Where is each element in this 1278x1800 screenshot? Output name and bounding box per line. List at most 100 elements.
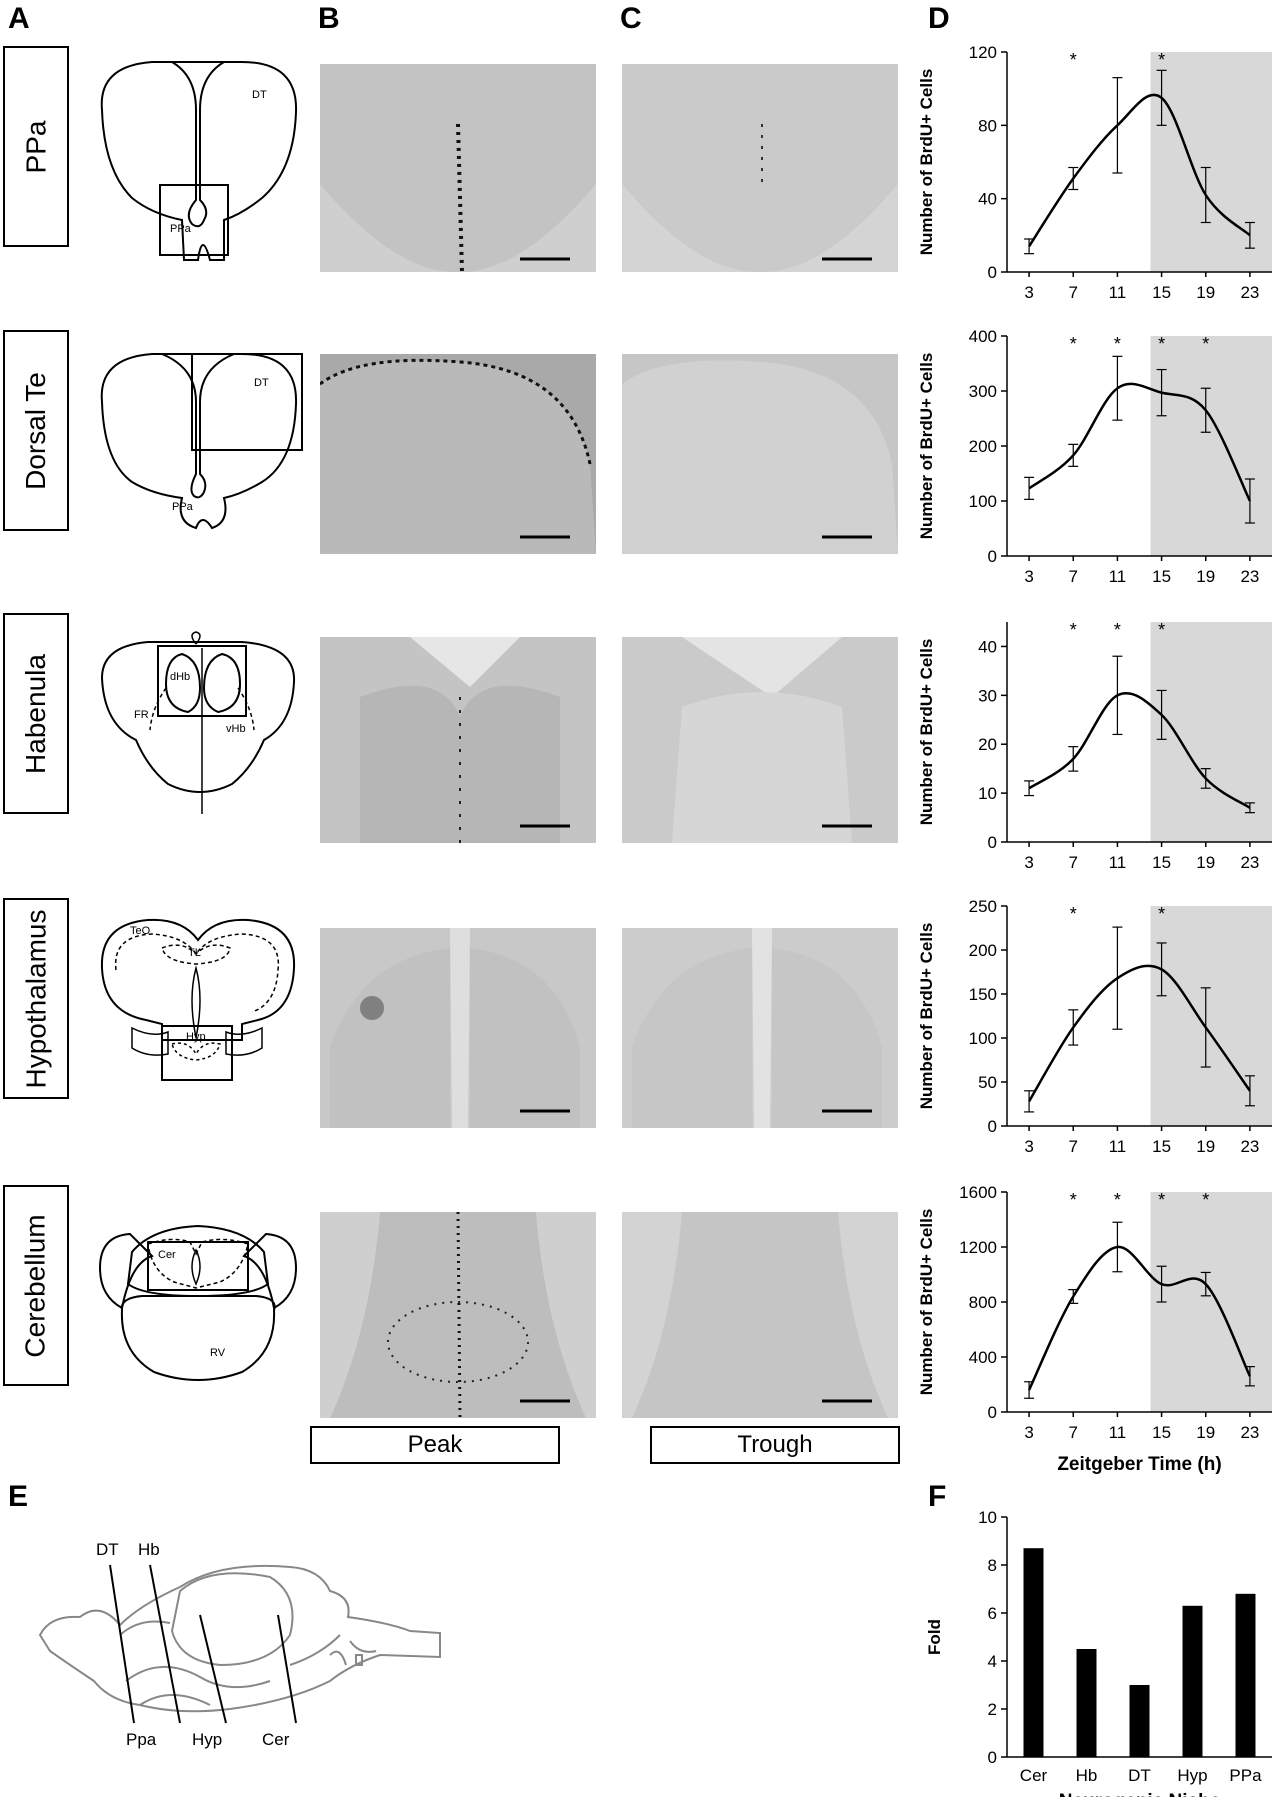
- y-tick-label: 0: [988, 547, 997, 566]
- y-tick-label: 0: [988, 1117, 997, 1136]
- bar: [1235, 1593, 1256, 1757]
- x-tick-label: Hb: [1076, 1766, 1098, 1785]
- y-tick-label: 10: [978, 1508, 997, 1527]
- y-tick-label: 0: [988, 833, 997, 852]
- schematic-cerebellum: Cer RV: [98, 1224, 298, 1381]
- y-tick-label: 400: [969, 1348, 997, 1367]
- y-tick-label: 10: [978, 784, 997, 803]
- series-line: [1028, 964, 1251, 1103]
- label-dt: DT: [252, 89, 267, 101]
- x-tick-label: 19: [1196, 1423, 1215, 1442]
- sagittal-brain-diagram: DT Hb Ppa Hyp Cer: [38, 1540, 441, 1749]
- micrograph-trough-cerebellum: [622, 1212, 898, 1420]
- region-label-ppa: PPa: [3, 46, 69, 247]
- significance-asterisk: *: [1114, 334, 1121, 354]
- micrograph-image: [320, 637, 596, 843]
- micrograph-trough-dorsal-te: [622, 354, 898, 562]
- micrograph-peak-ppa: [320, 64, 596, 272]
- x-tick-label: 7: [1069, 283, 1078, 302]
- panel-letter-b: B: [318, 2, 340, 35]
- y-tick-label: 100: [969, 1029, 997, 1048]
- y-tick-label: 400: [969, 327, 997, 346]
- region-label-cerebellum: Cerebellum: [3, 1185, 69, 1386]
- y-tick-label: 50: [978, 1073, 997, 1092]
- x-tick-label: 3: [1024, 283, 1033, 302]
- schematic-ppa: DT PPa: [100, 61, 298, 261]
- micrograph-image: [320, 64, 596, 272]
- y-tick-label: 0: [988, 1748, 997, 1767]
- label-teo: TeO: [130, 925, 151, 937]
- significance-asterisk: *: [1158, 1190, 1165, 1210]
- panel-letter-a: A: [8, 2, 30, 35]
- series-line: [1028, 382, 1252, 502]
- label-ppa: PPa: [170, 223, 192, 235]
- x-tick-label: 19: [1196, 283, 1215, 302]
- y-axis-label: Number of BrdU+ Cells: [917, 923, 936, 1110]
- peak-label: Peak: [310, 1426, 560, 1464]
- y-tick-label: 1600: [959, 1183, 997, 1202]
- x-tick-label: 3: [1024, 1423, 1033, 1442]
- trough-label: Trough: [650, 1426, 900, 1464]
- label-tl: TL: [188, 947, 201, 959]
- y-axis-label: Number of BrdU+ Cells: [917, 69, 936, 256]
- region-label-text: Hypothalamus: [20, 909, 52, 1088]
- micrograph-image: [622, 1212, 898, 1418]
- label-ppa: PPa: [172, 501, 194, 513]
- y-tick-label: 6: [988, 1604, 997, 1623]
- label-hyp: Hyp: [192, 1730, 222, 1749]
- chart-dorsal-te: 0 100 200 300 400 3 7 11 15 19 23 Number of BrdU+ C…: [917, 327, 1272, 586]
- label-fr: FR: [134, 709, 149, 721]
- x-tick-label: DT: [1128, 1766, 1151, 1785]
- y-tick-label: 40: [978, 190, 997, 209]
- x-tick-label: 15: [1152, 1137, 1171, 1156]
- region-label-hypothalamus: Hypothalamus: [3, 898, 69, 1099]
- x-tick-label: 11: [1109, 1137, 1127, 1156]
- significance-asterisk: *: [1070, 334, 1077, 354]
- schematic-hypothalamus: TeO TL Hyp: [100, 918, 296, 1081]
- y-tick-label: 120: [969, 43, 997, 62]
- dark-phase-shading: [1150, 336, 1272, 556]
- schematic-habenula: dHb FR vHb: [100, 631, 296, 814]
- y-tick-label: 2: [988, 1700, 997, 1719]
- y-tick-label: 8: [988, 1556, 997, 1575]
- y-tick-label: 30: [978, 686, 997, 705]
- panel-letter-d: D: [928, 2, 950, 35]
- y-tick-label: 1200: [959, 1238, 997, 1257]
- y-tick-label: 250: [969, 897, 997, 916]
- micrograph-peak-hypothalamus: [320, 928, 596, 1136]
- significance-asterisk: *: [1070, 1190, 1077, 1210]
- panel-letter-c: C: [620, 2, 642, 35]
- x-tick-label: 11: [1109, 567, 1127, 586]
- y-tick-label: 100: [969, 492, 997, 511]
- bar: [1023, 1548, 1044, 1757]
- panel-letter-f: F: [928, 1480, 947, 1513]
- significance-asterisk: *: [1158, 620, 1165, 640]
- x-tick-label: 11: [1109, 1423, 1127, 1442]
- series-line: [1028, 93, 1251, 248]
- label-ppa: Ppa: [126, 1730, 157, 1749]
- x-tick-label: 15: [1152, 567, 1171, 586]
- significance-asterisk: *: [1114, 1190, 1121, 1210]
- y-axis-label: Fold: [925, 1619, 944, 1655]
- micrograph-image: [622, 354, 898, 554]
- label-dhb: dHb: [170, 671, 190, 683]
- x-tick-label: 3: [1024, 567, 1033, 586]
- x-tick-label: 19: [1196, 567, 1215, 586]
- region-label-text: PPa: [20, 120, 51, 173]
- significance-asterisk: *: [1158, 334, 1165, 354]
- x-tick-label: 3: [1024, 853, 1033, 872]
- chart-habenula: 0 10 20 30 40 3 7 11 15 19 23 Number of BrdU+ Cells…: [917, 620, 1272, 872]
- x-tick-label: 15: [1152, 1423, 1171, 1442]
- x-tick-label: 7: [1069, 1137, 1078, 1156]
- region-label-text: Dorsal Te: [20, 371, 52, 490]
- micrograph-image: [320, 928, 596, 1128]
- y-tick-label: 0: [988, 263, 997, 282]
- bar: [1076, 1649, 1097, 1757]
- x-axis-label: Neurogenic Niche: [1059, 1791, 1221, 1797]
- micrograph-peak-cerebellum: [320, 1212, 596, 1420]
- significance-asterisk: *: [1070, 620, 1077, 640]
- x-tick-label: 23: [1240, 283, 1259, 302]
- y-tick-label: 80: [978, 116, 997, 135]
- micrograph-image: [622, 928, 898, 1128]
- dark-phase-shading: [1150, 622, 1272, 842]
